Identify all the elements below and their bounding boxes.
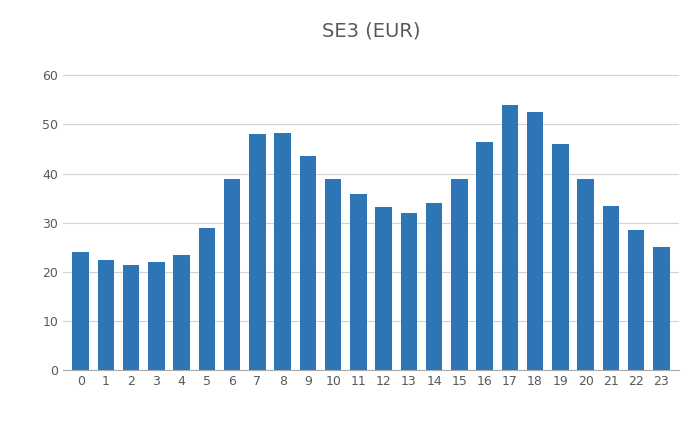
Bar (552, 144, 568, 370)
Bar (502, 105, 518, 370)
Title: SE3 (EUR): SE3 (EUR) (322, 21, 420, 41)
Bar (477, 141, 493, 370)
Bar (628, 230, 644, 370)
Bar (426, 203, 442, 370)
Bar (249, 134, 265, 370)
Bar (350, 194, 367, 370)
Bar (274, 133, 290, 370)
Bar (73, 252, 89, 370)
Bar (527, 112, 543, 370)
Bar (400, 213, 417, 370)
Bar (653, 248, 669, 370)
Bar (375, 207, 392, 370)
Bar (199, 228, 215, 370)
Bar (174, 255, 190, 370)
Bar (603, 205, 619, 370)
Bar (300, 156, 316, 370)
Bar (224, 179, 240, 370)
Bar (452, 179, 468, 370)
Bar (98, 260, 114, 370)
Bar (148, 262, 164, 370)
Bar (578, 179, 594, 370)
Bar (325, 179, 342, 370)
Bar (123, 265, 139, 370)
